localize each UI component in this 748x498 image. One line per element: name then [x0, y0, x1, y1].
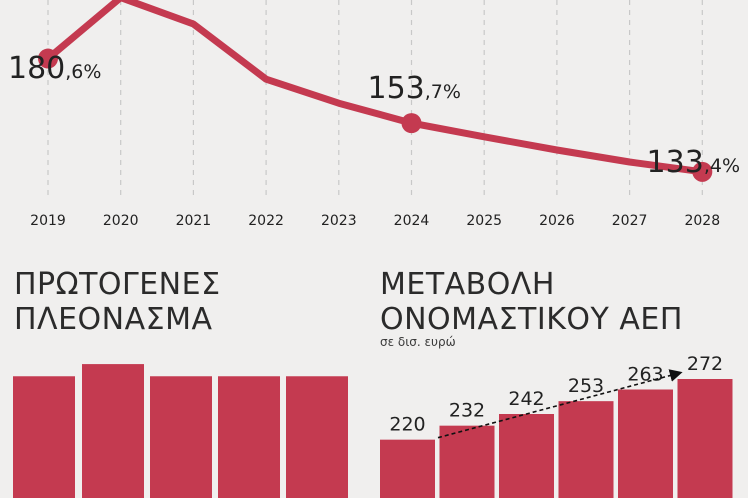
nominal-gdp-title-line-1: ΜΕΤΑΒΟΛΗ [380, 267, 555, 302]
data-label-2019: 180,6% [8, 51, 101, 86]
gdp-bar-2 [439, 425, 495, 498]
surplus-bar-1 [13, 376, 75, 498]
surplus-bar-4 [218, 376, 280, 498]
data-point-2028 [692, 161, 713, 182]
nominal-gdp-title-line-2: ΟΝΟΜΑΣΤΙΚΟΥ ΑΕΠ [380, 302, 683, 337]
surplus-bar-2 [82, 364, 144, 498]
gdp-value-label: 220 [389, 414, 425, 436]
x-tick-label: 2020 [103, 213, 139, 229]
x-tick-label: 2022 [248, 213, 284, 229]
gdp-bar-4 [558, 401, 614, 498]
gdp-value-label: 232 [449, 400, 485, 422]
x-tick-label: 2026 [539, 213, 575, 229]
gdp-value-label: 253 [568, 375, 604, 397]
debt-series-line [44, 0, 706, 176]
gdp-value-label: 263 [627, 364, 663, 386]
gdp-value-label: 242 [508, 388, 544, 410]
nominal-gdp-title: ΜΕΤΑΒΟΛΗ ΟΝΟΜΑΣΤΙΚΟΥ ΑΕΠ [380, 267, 683, 337]
gdp-value-label: 272 [687, 353, 723, 375]
x-tick-label: 2025 [466, 213, 502, 229]
primary-surplus-title-line-1: ΠΡΩΤΟΓΕΝΕΣ [14, 267, 221, 302]
data-label-2024: 153,7% [368, 71, 461, 106]
gdp-bar-5 [618, 389, 673, 498]
x-tick-label: 2024 [394, 213, 430, 229]
x-tick-label: 2019 [30, 213, 66, 229]
data-point-2024 [401, 113, 422, 134]
gdp-bar-3 [499, 414, 554, 498]
gdp-bar-6 [677, 379, 733, 498]
primary-surplus-title-line-2: ΠΛΕΟΝΑΣΜΑ [14, 302, 213, 337]
x-tick-label: 2027 [612, 213, 648, 229]
x-tick-label: 2028 [684, 213, 720, 229]
data-label-2028: 133,4% [647, 145, 740, 180]
gdp-bar-1 [380, 439, 435, 498]
surplus-bar-3 [150, 376, 212, 498]
primary-surplus-title: ΠΡΩΤΟΓΕΝΕΣ ΠΛΕΟΝΑΣΜΑ [14, 267, 221, 337]
surplus-bar-5 [286, 376, 348, 498]
x-tick-label: 2023 [321, 213, 357, 229]
nominal-gdp-unit: σε δισ. ευρώ [380, 335, 456, 349]
data-point-2019 [38, 48, 58, 69]
x-tick-label: 2021 [176, 213, 212, 229]
